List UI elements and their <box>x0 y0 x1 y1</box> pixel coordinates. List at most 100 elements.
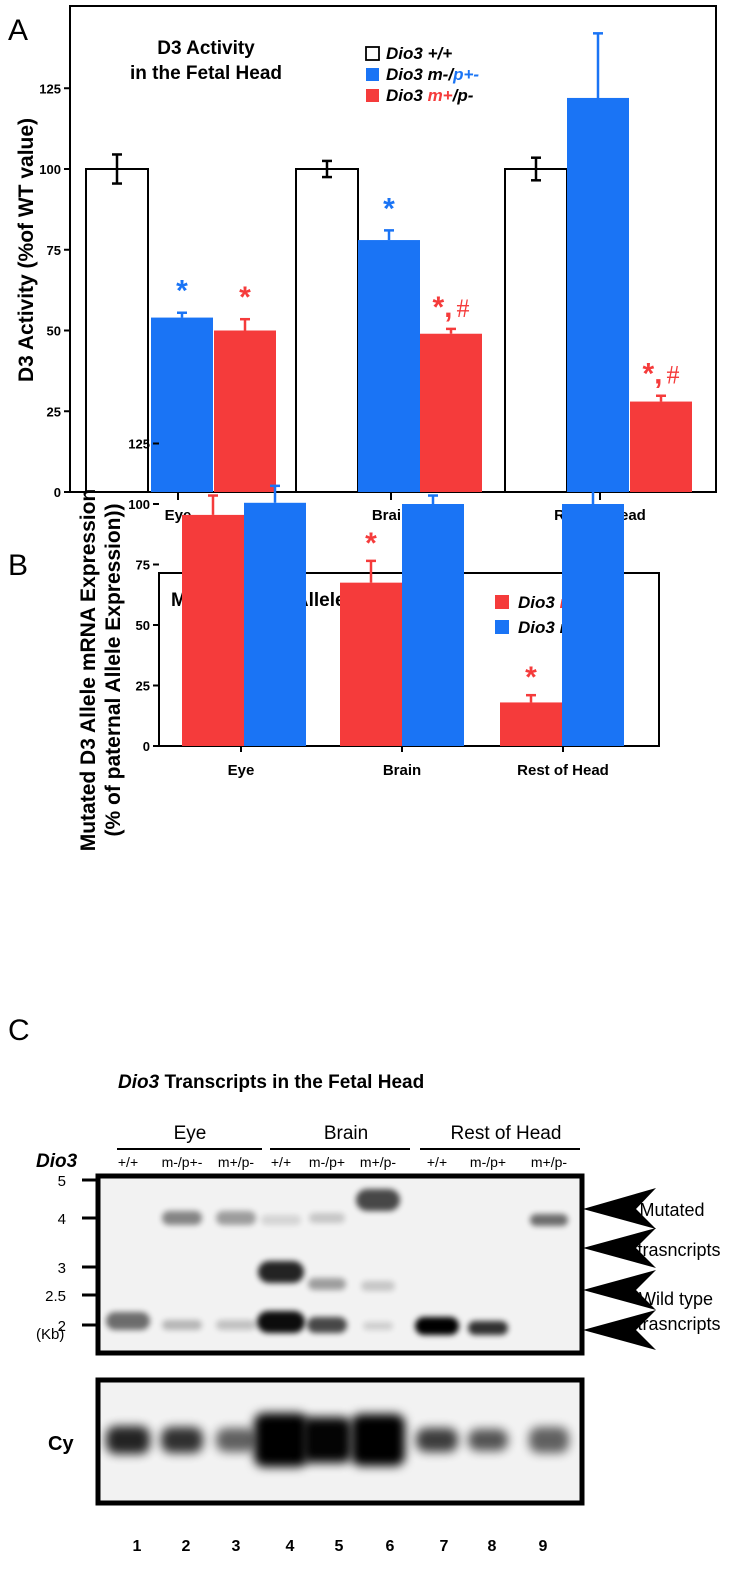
significance-label: * <box>383 192 395 225</box>
y-tick-label: 75 <box>47 243 61 258</box>
bar <box>151 317 213 492</box>
significance-label: * <box>176 275 188 308</box>
lane-label: m-/p+- <box>162 1154 203 1170</box>
panel-a-title-line2: in the Fetal Head <box>130 63 282 84</box>
panel-a-title-line1: D3 Activity <box>157 38 255 59</box>
lane-number: 5 <box>335 1538 344 1555</box>
legend-label-mpat: Dio3 m-/p+- <box>386 65 479 84</box>
blot-band <box>307 1317 347 1333</box>
y-tick-label: 100 <box>39 162 61 177</box>
category-label: Brain <box>383 762 421 779</box>
group-label-eye: Eye <box>174 1123 207 1144</box>
panel-a-y-axis-label: D3 Activity (%of WT value) <box>15 118 38 382</box>
blot-band <box>361 1281 395 1291</box>
lane-number: 1 <box>133 1538 142 1555</box>
bar <box>340 582 402 746</box>
size-marker-label: 2 <box>58 1318 66 1335</box>
cy-band <box>106 1426 150 1454</box>
annotation-mutated-line2: trasncripts <box>637 1240 720 1260</box>
bar <box>402 504 464 746</box>
lane-label: m+/p- <box>218 1154 255 1170</box>
legend-swatch-mmat <box>366 89 379 102</box>
bar <box>504 168 568 493</box>
blot-band <box>216 1320 256 1330</box>
cy-band <box>416 1428 458 1452</box>
lane-number: 2 <box>182 1538 191 1555</box>
annotation-wildtype-line2: trasncripts <box>637 1314 720 1334</box>
blot-band <box>363 1322 393 1330</box>
panel-b-letter: B <box>8 549 28 582</box>
size-marker-label: 4 <box>58 1211 66 1228</box>
bar <box>244 502 306 746</box>
panel-c: C Dio3 Transcripts in the Fetal Head Eye… <box>8 1014 721 1555</box>
bar <box>567 97 629 492</box>
cy-band <box>302 1417 352 1463</box>
lane-label: +/+ <box>427 1154 447 1170</box>
dio3-row-label: Dio3 <box>36 1151 78 1172</box>
panel-a-letter: A <box>8 14 28 47</box>
group-label-rest-of-head: Rest of Head <box>451 1123 562 1144</box>
cy-band <box>468 1429 508 1451</box>
legend-label-mmat: Dio3 m+/p- <box>386 86 474 105</box>
legend-label-wt: Dio3 +/+ <box>386 44 452 63</box>
cy-blot: Cy <box>48 1377 585 1506</box>
lane-labels: +/+ m-/p+- m+/p- +/+ m-/p+ m+/p- +/+ m-/p+ m+/p- <box>118 1154 568 1170</box>
legend-swatch-wt <box>365 46 380 61</box>
bar <box>500 702 562 746</box>
blot-band <box>468 1321 508 1335</box>
legend-swatch-mpat <box>495 620 509 634</box>
arrowhead-mutated-lower-icon <box>583 1228 656 1268</box>
cy-band <box>216 1428 256 1452</box>
y-tick-label: 0 <box>143 739 150 754</box>
blot-band <box>162 1211 202 1225</box>
lane-label: m-/p+ <box>470 1154 506 1170</box>
blot-band <box>308 1278 346 1290</box>
lane-label: m-/p+ <box>309 1154 345 1170</box>
lane-number: 8 <box>488 1538 497 1555</box>
bar <box>295 168 359 493</box>
kb-unit-label: (Kb) <box>36 1326 64 1343</box>
legend-item-wt: Dio3 +/+ <box>365 44 452 63</box>
cy-band <box>529 1427 569 1453</box>
blot-band <box>309 1213 345 1223</box>
lane-label: +/+ <box>118 1154 138 1170</box>
bar <box>562 504 624 746</box>
blot-band <box>415 1317 459 1335</box>
lane-numbers: 1 2 3 4 5 6 7 8 9 <box>133 1538 548 1555</box>
northern-blot: 5 4 3 2.5 2 (Kb) <box>36 1173 585 1356</box>
bar <box>358 240 420 492</box>
annotation-mutated-line1: Mutated <box>639 1200 704 1220</box>
bar <box>182 514 244 746</box>
annotation-wildtype-line1: Wild type <box>639 1289 713 1309</box>
category-label: Eye <box>228 762 255 779</box>
lane-number: 3 <box>232 1538 241 1555</box>
blot-annotations: Mutated trasncripts Wild type trasncript… <box>583 1188 721 1350</box>
significance-label: * <box>365 527 377 560</box>
legend-swatch-mpat <box>366 68 379 81</box>
panel-b: B Mutated Dio3 Allele mRNA Dio3 m-/p+ Di… <box>8 437 660 852</box>
significance-label: *, # <box>642 358 679 391</box>
panel-b-y-axis-label-line1: Mutated D3 Allele mRNA Expression <box>77 489 100 852</box>
arrowhead-mutated-upper-icon <box>583 1188 656 1229</box>
size-marker-label: 2.5 <box>45 1288 66 1305</box>
cy-band <box>161 1427 203 1453</box>
arrowhead-wildtype-lower-icon <box>583 1310 656 1350</box>
y-tick-label: 75 <box>136 558 150 573</box>
blot-bands <box>106 1189 568 1335</box>
arrowhead-wildtype-upper-icon <box>583 1270 656 1310</box>
category-label: Brain <box>372 507 410 524</box>
category-label: Rest of Head <box>517 762 609 779</box>
group-label-brain: Brain <box>324 1123 368 1144</box>
lane-label: +/+ <box>271 1154 291 1170</box>
blot-band <box>530 1214 568 1226</box>
panel-c-letter: C <box>8 1014 30 1047</box>
y-tick-label: 50 <box>136 618 150 633</box>
lane-label: m+/p- <box>360 1154 397 1170</box>
blot-band <box>216 1211 256 1225</box>
blot-band <box>162 1320 202 1330</box>
y-tick-label: 100 <box>128 497 150 512</box>
y-tick-label: 125 <box>39 81 61 96</box>
lane-number: 9 <box>539 1538 548 1555</box>
lane-label: m+/p- <box>531 1154 568 1170</box>
